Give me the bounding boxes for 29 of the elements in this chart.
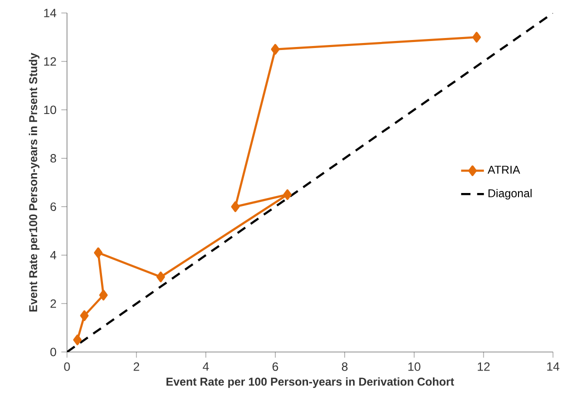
point	[73, 334, 82, 346]
point	[99, 290, 108, 300]
x-tick-label: 8	[342, 362, 348, 371]
legend-label: Diagonal	[488, 188, 532, 200]
x-tick-label: 2	[134, 362, 140, 371]
legend-label: ATRIA	[488, 166, 520, 174]
y-axis-title: Event Rate per100 Person-years in Prsent Study	[28, 52, 40, 312]
point	[472, 32, 481, 43]
point	[80, 310, 89, 321]
point	[283, 189, 292, 200]
point	[94, 247, 103, 258]
x-tick-label: 0	[64, 362, 70, 371]
x-tick-label: 14	[547, 362, 560, 371]
point	[231, 201, 240, 212]
y-tick-label: 2	[50, 299, 56, 308]
point	[156, 272, 165, 282]
x-tick-label: 12	[478, 362, 490, 371]
point	[271, 44, 280, 55]
y-tick-label: 8	[50, 154, 56, 163]
y-tick-label: 10	[44, 106, 56, 114]
y-tick-label: 0	[50, 348, 56, 356]
y-tick-label: 14	[44, 8, 56, 18]
x-tick-label: 10	[408, 362, 420, 371]
y-tick-label: 4	[50, 250, 56, 260]
x-tick-label: 4	[202, 362, 209, 371]
x-tick-label: 6	[272, 362, 278, 371]
y-tick-label: 6	[50, 202, 56, 211]
x-axis-title: Event Rate per 100 Person-years in Derivation Cohort	[166, 377, 454, 388]
y-tick-label: 12	[44, 57, 56, 66]
